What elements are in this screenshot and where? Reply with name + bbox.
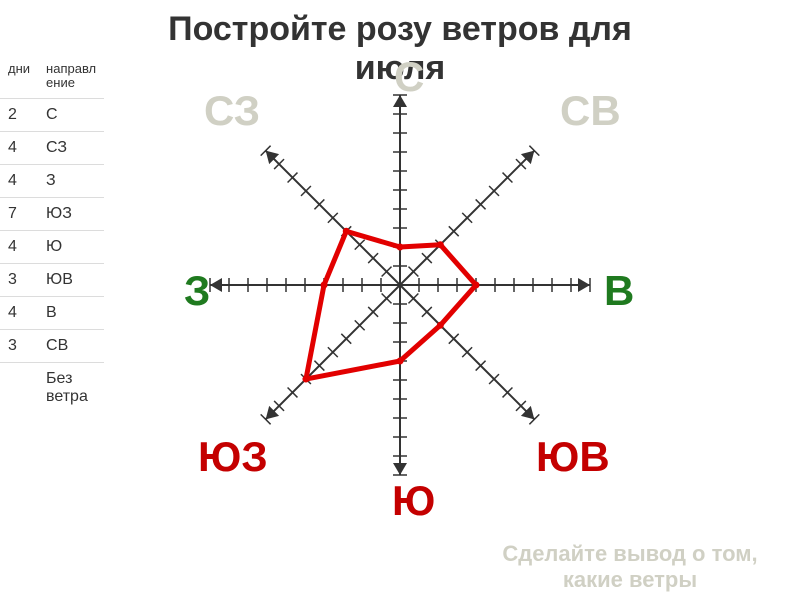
cell-days: 3 xyxy=(0,263,38,296)
wind-rose-chart: ССВВЮВЮЮЗЗСЗ xyxy=(180,65,620,505)
table-row: Без ветра xyxy=(0,362,104,413)
table-row: 3ЮВ xyxy=(0,263,104,296)
cell-days: 4 xyxy=(0,230,38,263)
cell-direction: В xyxy=(38,296,104,329)
cell-direction: СЗ xyxy=(38,131,104,164)
footnote-line-2: какие ветры xyxy=(563,567,697,592)
cell-days: 7 xyxy=(0,197,38,230)
cell-direction: З xyxy=(38,164,104,197)
cell-days: 4 xyxy=(0,164,38,197)
table-row: 4З xyxy=(0,164,104,197)
footnote-line-1: Сделайте вывод о том, xyxy=(502,541,757,566)
direction-label-ЮЗ: ЮЗ xyxy=(198,436,268,478)
cell-direction: ЮВ xyxy=(38,263,104,296)
direction-label-СЗ: СЗ xyxy=(204,90,260,132)
footnote: Сделайте вывод о том, какие ветры xyxy=(490,541,770,592)
cell-days: 4 xyxy=(0,131,38,164)
cell-days xyxy=(0,362,38,413)
table-row: 7ЮЗ xyxy=(0,197,104,230)
table-row: 4В xyxy=(0,296,104,329)
cell-days: 2 xyxy=(0,98,38,131)
cell-days: 3 xyxy=(0,329,38,362)
cell-direction: ЮЗ xyxy=(38,197,104,230)
table-row: 3СВ xyxy=(0,329,104,362)
data-table: днинаправл ение2С4СЗ4З7ЮЗ4Ю3ЮВ4В3СВБез в… xyxy=(0,55,104,413)
col-days-header: дни xyxy=(0,55,38,98)
table-row: 2С xyxy=(0,98,104,131)
direction-label-СВ: СВ xyxy=(560,90,621,132)
table-row: 4Ю xyxy=(0,230,104,263)
cell-days: 4 xyxy=(0,296,38,329)
direction-label-Ю: Ю xyxy=(392,480,435,522)
direction-label-В: В xyxy=(604,270,634,312)
direction-label-ЮВ: ЮВ xyxy=(536,436,610,478)
direction-label-З: З xyxy=(184,270,210,312)
cell-direction: Ю xyxy=(38,230,104,263)
direction-label-С: С xyxy=(394,56,424,98)
col-direction-header: направл ение xyxy=(38,55,104,98)
cell-direction: СВ xyxy=(38,329,104,362)
title-line-1: Постройте розу ветров для xyxy=(168,10,632,48)
cell-direction: Без ветра xyxy=(38,362,104,413)
table-row: 4СЗ xyxy=(0,131,104,164)
cell-direction: С xyxy=(38,98,104,131)
